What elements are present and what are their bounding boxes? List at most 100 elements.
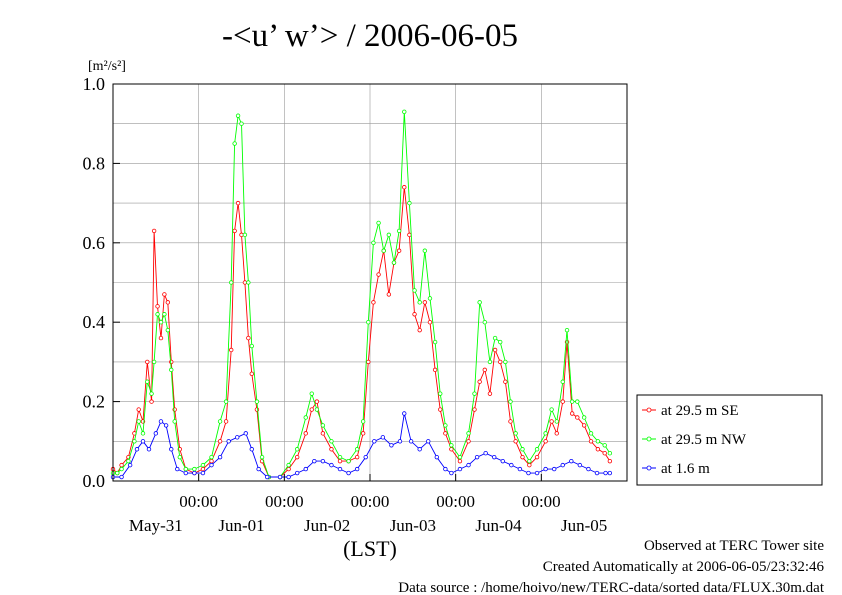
data-point xyxy=(371,240,376,245)
data-point xyxy=(249,343,254,349)
data-point xyxy=(407,232,412,238)
data-point xyxy=(354,447,360,452)
data-point xyxy=(303,466,308,472)
data-point xyxy=(594,470,600,476)
data-point xyxy=(145,379,150,384)
data-point xyxy=(520,454,525,460)
data-point xyxy=(360,419,366,424)
data-point xyxy=(177,454,183,460)
data-point xyxy=(200,470,206,476)
series-0 xyxy=(110,185,613,480)
data-point xyxy=(346,470,351,476)
data-point xyxy=(256,466,261,472)
data-point xyxy=(595,439,601,444)
data-point xyxy=(434,454,440,460)
data-point xyxy=(249,447,254,452)
data-point xyxy=(534,454,540,460)
data-point xyxy=(229,280,234,285)
data-point xyxy=(314,407,320,412)
data-point xyxy=(508,399,513,404)
data-point xyxy=(543,439,548,444)
data-point xyxy=(402,185,407,190)
data-point xyxy=(549,407,554,412)
data-point xyxy=(140,439,146,444)
data-point xyxy=(232,228,237,234)
data-point xyxy=(569,399,575,404)
data-point xyxy=(389,443,394,448)
x-tick-time-label: 00:00 xyxy=(351,492,390,511)
data-point xyxy=(513,439,518,444)
data-point xyxy=(391,260,397,265)
x-tick-date-label: Jun-03 xyxy=(390,516,436,535)
data-point xyxy=(474,454,480,460)
data-point xyxy=(477,300,482,305)
y-tick-label: 0.0 xyxy=(83,471,106,491)
data-point xyxy=(162,312,167,317)
data-point xyxy=(149,391,154,396)
data-point xyxy=(472,391,477,396)
y-tick-label: 0.6 xyxy=(83,233,106,253)
data-point xyxy=(209,458,214,464)
data-point xyxy=(149,399,154,404)
data-point xyxy=(146,447,152,452)
data-point xyxy=(165,327,171,333)
y-axis-unit-label: [m²/s²] xyxy=(88,59,126,74)
data-point xyxy=(554,419,559,424)
data-point xyxy=(165,300,171,305)
data-point xyxy=(449,447,454,452)
data-point xyxy=(312,458,317,464)
data-point xyxy=(372,439,377,444)
data-point xyxy=(427,296,433,301)
data-point xyxy=(158,335,164,341)
data-point xyxy=(603,470,608,476)
data-point xyxy=(259,454,265,460)
data-point xyxy=(513,431,518,436)
data-point xyxy=(564,327,570,333)
data-point xyxy=(402,109,407,114)
legend-box xyxy=(636,394,823,486)
data-point xyxy=(527,462,532,468)
chart-title: -<u’ w’> / 2006-06-05 xyxy=(222,18,518,54)
data-point xyxy=(320,458,326,464)
data-point xyxy=(200,466,206,472)
data-point xyxy=(226,439,231,444)
data-point xyxy=(172,419,177,424)
data-point xyxy=(246,335,251,341)
x-tick-time-label: 00:00 xyxy=(436,492,475,511)
legend-marker xyxy=(646,465,652,471)
data-point xyxy=(569,411,575,416)
data-point xyxy=(517,466,523,472)
data-point xyxy=(192,466,197,472)
data-point xyxy=(158,320,164,325)
data-point xyxy=(417,447,422,452)
data-point xyxy=(492,347,498,353)
footer-observed: Observed at TERC Tower site xyxy=(644,538,824,554)
x-tick-time-label: 00:00 xyxy=(265,492,304,511)
data-point xyxy=(477,379,482,384)
data-point xyxy=(457,458,463,464)
data-point xyxy=(483,451,488,456)
data-point xyxy=(217,439,223,444)
data-point xyxy=(239,121,244,126)
data-point xyxy=(569,458,574,464)
data-point xyxy=(140,431,146,436)
data-point xyxy=(265,474,270,480)
data-point xyxy=(371,300,376,305)
data-point xyxy=(136,419,141,424)
data-point xyxy=(119,462,124,468)
data-point xyxy=(498,359,503,365)
data-point xyxy=(482,367,487,373)
data-point xyxy=(466,431,471,436)
data-point xyxy=(314,399,320,404)
data-point xyxy=(549,419,554,424)
y-tick-label: 1.0 xyxy=(83,74,106,94)
y-tick-label: 0.8 xyxy=(83,153,106,173)
data-point xyxy=(408,439,414,444)
data-point xyxy=(232,141,237,146)
data-point xyxy=(223,399,229,404)
data-point xyxy=(386,232,392,238)
data-point xyxy=(151,359,157,365)
data-point xyxy=(402,411,407,416)
data-point xyxy=(508,419,513,424)
data-point xyxy=(543,431,548,436)
